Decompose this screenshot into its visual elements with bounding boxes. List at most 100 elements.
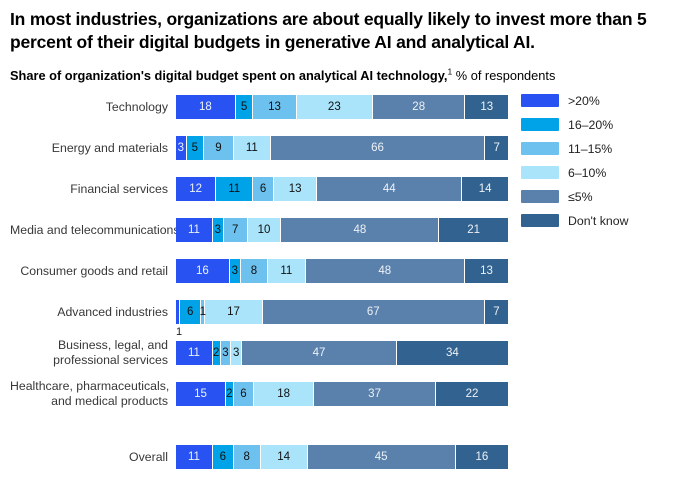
subtitle-bold: Share of organization's digital budget s… (10, 67, 448, 83)
segment-value: 12 (189, 182, 203, 195)
category-label: Overall (129, 449, 168, 464)
legend-swatch (521, 142, 559, 155)
bar-segment: 10 (247, 217, 282, 242)
segment-value: 11 (280, 264, 293, 277)
segment-value: 5 (240, 100, 248, 113)
bar-segment: 5 (235, 94, 254, 119)
segment-value: 13 (480, 264, 493, 277)
legend-label: 6–10% (568, 165, 607, 180)
bar-segment: 6 (233, 381, 255, 406)
bar-segment: 6 (212, 444, 234, 469)
chart-row: Overall 11 6 8 14 45 16 (10, 444, 692, 469)
bar-segment: 3 (229, 258, 241, 283)
segment-value: 14 (478, 182, 492, 195)
segment-value: 13 (288, 182, 302, 195)
chart-row: Financial services 12 11 6 13 44 14 (10, 176, 692, 201)
legend-swatch (521, 190, 559, 203)
bar-segment: 18 (176, 94, 236, 119)
legend: >20% 16–20% 11–15% 6–10% ≤5% Don't know (521, 94, 628, 238)
legend-swatch (521, 214, 559, 227)
legend-label: >20% (568, 93, 600, 108)
bar-segment: 11 (234, 135, 271, 160)
segment-value: 18 (199, 100, 212, 113)
bar-segment: 5 (186, 135, 204, 160)
bar-segment: 13 (273, 176, 318, 201)
segment-value: 17 (227, 305, 240, 318)
bar-segment: 3 (220, 340, 232, 365)
segment-value: 28 (412, 100, 426, 113)
segment-value: 47 (312, 346, 326, 359)
bar-segment: 14 (260, 444, 308, 469)
bar-segment: 22 (436, 381, 508, 406)
bar-track: 3 5 9 11 66 7 (176, 135, 508, 160)
chart-row: Healthcare, pharmaceuticals, and medical… (10, 379, 692, 408)
bar-track: 11 3 7 10 48 21 (176, 217, 508, 242)
chart-row: Media and telecommunications 11 3 7 10 48 21 (10, 217, 692, 242)
bar-segment: 11 (176, 340, 213, 365)
bar-track: 18 5 13 23 28 13 (176, 94, 508, 119)
legend-item: 11–15% (521, 142, 628, 156)
chart-row: Consumer goods and retail 16 3 8 11 48 13 (10, 258, 692, 283)
segment-value: 3 (177, 141, 185, 154)
segment-value: 3 (222, 346, 229, 359)
bar-segment: 13 (253, 94, 297, 119)
segment-value: 3 (233, 346, 240, 359)
bar-segment: 21 (439, 217, 508, 242)
segment-value: 37 (368, 387, 381, 400)
chart-row: Energy and materials 3 5 9 11 66 7 (10, 135, 692, 160)
bar-segment: 6 (253, 176, 274, 201)
bar-segment: 2 (212, 340, 221, 365)
chart-row: Advanced industries 1 6 1 17 67 7 (10, 299, 692, 338)
segment-value: 15 (194, 387, 207, 400)
bar-segment: 14 (462, 176, 508, 201)
bar-segment: 11 (216, 176, 254, 201)
chart-subtitle: Share of organization's digital budget s… (10, 66, 682, 83)
bar-segment: 37 (314, 381, 437, 406)
bar-segment: 16 (176, 258, 230, 283)
segment-value: 11 (228, 182, 241, 195)
segment-value: 22 (465, 387, 479, 400)
category-label: Media and telecommunications (10, 222, 180, 237)
bar-segment: 45 (307, 444, 456, 469)
bar-chart: Technology 18 5 13 23 28 13 Energy and material… (0, 94, 692, 469)
bar-segment: 1 (199, 299, 206, 324)
subtitle-regular: % of respondents (455, 67, 556, 83)
chart-title: In most industries, organizations are ab… (10, 9, 647, 53)
legend-swatch (521, 118, 559, 131)
bar-segment: 8 (233, 444, 261, 469)
bar-segment: 2 (226, 381, 234, 406)
category-label: Technology (105, 99, 168, 114)
bar-segment: 7 (223, 217, 248, 242)
segment-value: 1 (199, 305, 206, 318)
category-label: Financial services (70, 181, 168, 196)
segment-value: 6 (219, 450, 226, 463)
bar-segment: 16 (455, 444, 508, 469)
segment-value: 10 (257, 223, 271, 236)
segment-value: 45 (374, 450, 388, 463)
legend-label: Don't know (568, 213, 629, 228)
bar-segment: 15 (176, 381, 227, 406)
bar-segment: 47 (242, 340, 397, 365)
segment-value: 7 (493, 305, 500, 318)
bar-segment (176, 299, 181, 324)
legend-item: 16–20% (521, 118, 628, 132)
segment-value: 67 (366, 305, 380, 318)
segment-value: 8 (250, 264, 258, 277)
segment-value: 6 (259, 182, 267, 195)
segment-value: 5 (191, 141, 199, 154)
segment-value: 44 (382, 182, 396, 195)
bar-track: 16 3 8 11 48 13 (176, 258, 508, 283)
segment-value: 14 (277, 450, 291, 463)
bar-track: 1 6 1 17 67 7 (176, 299, 508, 338)
segment-value: 8 (243, 450, 250, 463)
bar-segment: 11 (176, 217, 213, 242)
bar-segment: 48 (281, 217, 440, 242)
segment-value: 21 (467, 223, 481, 236)
bar-segment: 7 (484, 299, 508, 324)
footnote-marker: 1 (447, 66, 453, 77)
chart-row: Technology 18 5 13 23 28 13 (10, 94, 692, 119)
bar-segment: 66 (270, 135, 486, 160)
segment-value: 2 (226, 387, 233, 400)
bar-segment: 28 (372, 94, 466, 119)
bar-segment: 18 (254, 381, 315, 406)
